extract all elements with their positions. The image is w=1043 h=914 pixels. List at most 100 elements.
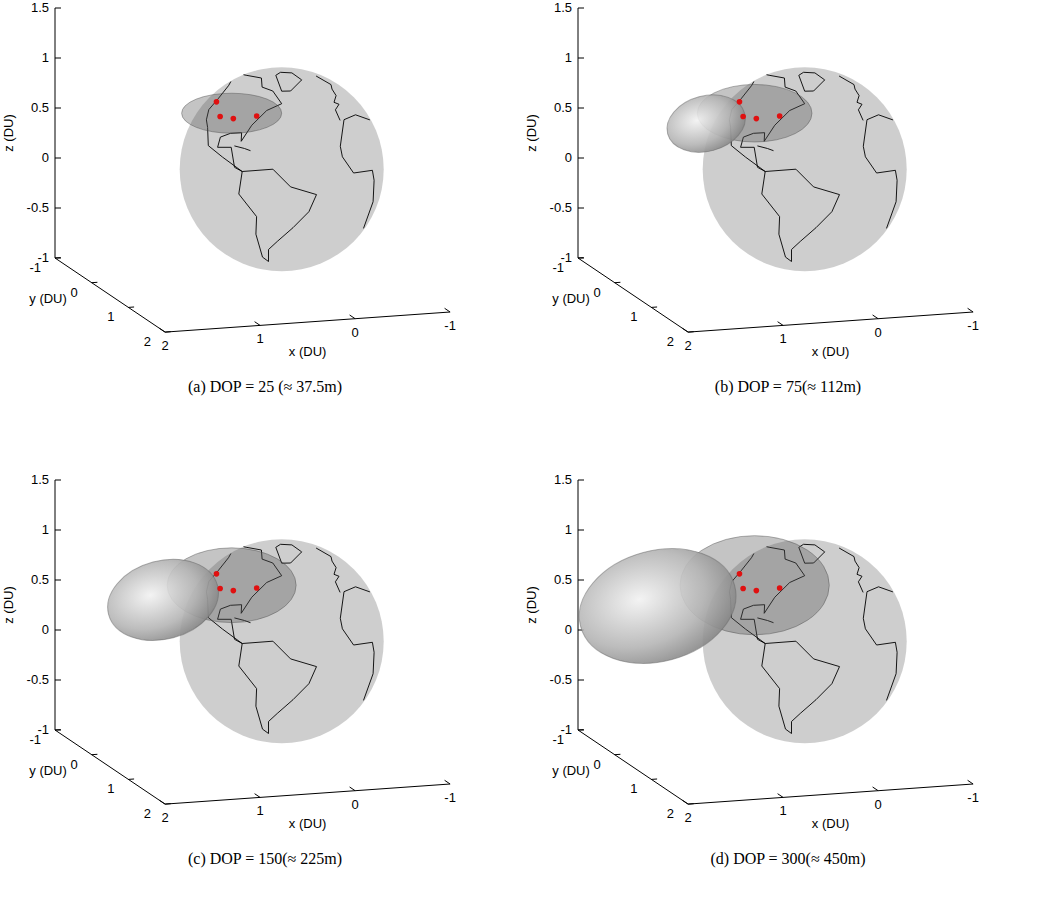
panel: -1-0.500.511.5-1012-1012z (DU)y (DU)x (D… [524,0,979,396]
z-tick-label: 0 [565,622,572,637]
y-axis [55,258,165,332]
plot-area [660,67,906,271]
x-tick [683,800,689,804]
z-tick [55,580,61,581]
y-tick [165,331,171,332]
coastline [340,587,374,701]
z-tick-label: 1.5 [554,472,572,487]
z-axis-title: z (DU) [524,586,539,624]
station [214,99,220,105]
x-axis [688,784,973,804]
z-tick [578,58,584,59]
station [754,116,760,122]
z-tick [578,108,584,109]
dop-surface [660,87,751,161]
y-tick-label: 1 [630,781,637,796]
z-tick [578,680,584,681]
x-tick-label: 1 [779,331,786,346]
x-tick-label: 1 [256,803,263,818]
z-tick [578,258,584,259]
z-tick-label: 0 [42,150,49,165]
dop-surface [98,547,227,652]
z-tick [55,58,61,59]
z-tick [55,8,61,9]
x-tick-label: 1 [779,803,786,818]
coastline [234,146,250,151]
x-tick [350,315,356,319]
z-tick [578,530,584,531]
dop-surface-band [182,93,282,133]
y-tick [128,778,134,779]
x-tick [968,308,974,312]
y-tick-label: 2 [144,334,151,349]
station [737,571,743,577]
coastline [863,587,897,701]
station [777,113,783,119]
y-tick [55,257,61,258]
station [740,114,746,120]
z-tick-label: 1 [565,522,572,537]
x-tick [683,328,689,332]
y-axis [578,730,688,804]
z-axis-title: z (DU) [1,114,16,152]
y-tick-label: 0 [70,757,77,772]
coastline [239,641,317,733]
y-tick [688,803,694,804]
z-tick [55,158,61,159]
z-tick [55,530,61,531]
z-tick-label: 1 [42,522,49,537]
z-tick-label: 0.5 [31,572,49,587]
panel: -1-0.500.511.5-1012-1012z (DU)y (DU)x (D… [1,472,456,868]
station [231,116,237,122]
y-tick [651,306,657,307]
z-tick-label: 1 [565,50,572,65]
x-tick-label: -1 [967,790,979,805]
z-tick-label: 0.5 [31,100,49,115]
y-tick-label: 2 [144,806,151,821]
coastline [839,548,863,592]
station [740,586,746,592]
z-tick-label: 1.5 [554,0,572,15]
coastline [316,76,340,120]
x-tick [445,780,451,784]
x-tick-label: 2 [161,338,168,353]
coastline [316,548,340,592]
dop-surface [566,532,749,680]
z-tick [55,208,61,209]
z-tick-label: 1 [42,50,49,65]
station [214,571,220,577]
x-axis-title: x (DU) [812,816,850,831]
x-tick-label: 0 [874,797,881,812]
coastline [276,72,302,91]
station [754,588,760,594]
y-axis-title: y (DU) [29,291,67,306]
y-tick [615,282,621,283]
y-tick [578,257,584,258]
x-axis [688,312,973,332]
coastline [762,169,840,261]
z-tick [578,8,584,9]
z-axis [55,8,56,258]
x-tick [350,787,356,791]
y-tick [615,754,621,755]
z-tick [55,630,61,631]
z-tick-label: 0.5 [554,100,572,115]
station [737,99,743,105]
y-axis [578,258,688,332]
figure: -1-0.500.511.5-1012-1012z (DU)y (DU)x (D… [0,0,1043,914]
panel: -1-0.500.511.5-1012-1012z (DU)y (DU)x (D… [524,472,979,868]
x-axis [165,784,450,804]
x-tick-label: 1 [256,331,263,346]
z-tick-label: 0.5 [554,572,572,587]
y-tick [92,282,98,283]
z-tick-label: -0.5 [550,200,572,215]
x-tick-label: -1 [444,790,456,805]
x-axis [165,312,450,332]
x-tick-label: 0 [351,325,358,340]
coastline [799,72,825,91]
x-tick-label: 2 [684,810,691,825]
coastline [239,169,317,261]
z-tick-label: 1.5 [31,0,49,15]
coastline [340,115,374,229]
y-tick-label: 0 [70,285,77,300]
